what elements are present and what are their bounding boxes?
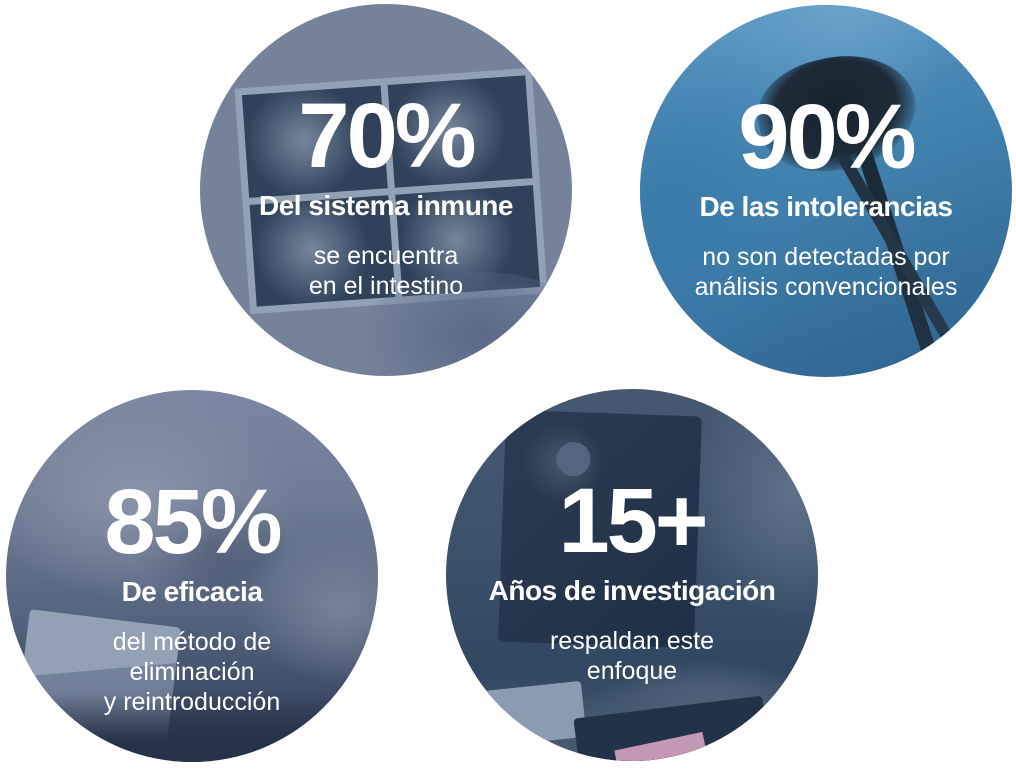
laptop-edge-shape [6,692,378,762]
stat-value: 90% [738,86,916,188]
stat-title: Del sistema inmune [259,190,513,221]
stat-circle-intolerances: 90% De las intolerancias no son detectad… [640,5,1012,377]
stat-description: del método de eliminación y reintroducci… [103,627,281,716]
stat-title: Años de investigación [488,575,776,606]
stat-description: no son detectadas por análisis convencio… [694,242,958,301]
stat-value: 15+ [558,470,708,572]
stat-description: se encuentra en el intestino [308,241,464,300]
stat-title: De eficacia [121,576,263,607]
photo-ultrasound-scans [200,4,572,376]
stat-content: 70% Del sistema inmune se encuentra en e… [200,4,572,376]
stat-value: 70% [298,85,476,187]
stat-description: respaldan este enfoque [549,626,714,685]
stat-value: 85% [104,471,282,573]
stat-content: 85% De eficacia del método de eliminació… [6,390,378,762]
stat-circle-immune-system: 70% Del sistema inmune se encuentra en e… [200,4,572,376]
stat-circle-efficacy: 85% De eficacia del método de eliminació… [6,390,378,762]
photo-research-desk [446,389,818,761]
stat-title: De las intolerancias [699,191,953,222]
stat-content: 90% De las intolerancias no son detectad… [640,5,1012,377]
stat-circle-research-years: 15+ Años de investigación respaldan este… [446,389,818,761]
stat-content: 15+ Años de investigación respaldan este… [446,389,818,761]
photo-test-kit [6,390,378,762]
photo-endoscope [640,5,1012,377]
